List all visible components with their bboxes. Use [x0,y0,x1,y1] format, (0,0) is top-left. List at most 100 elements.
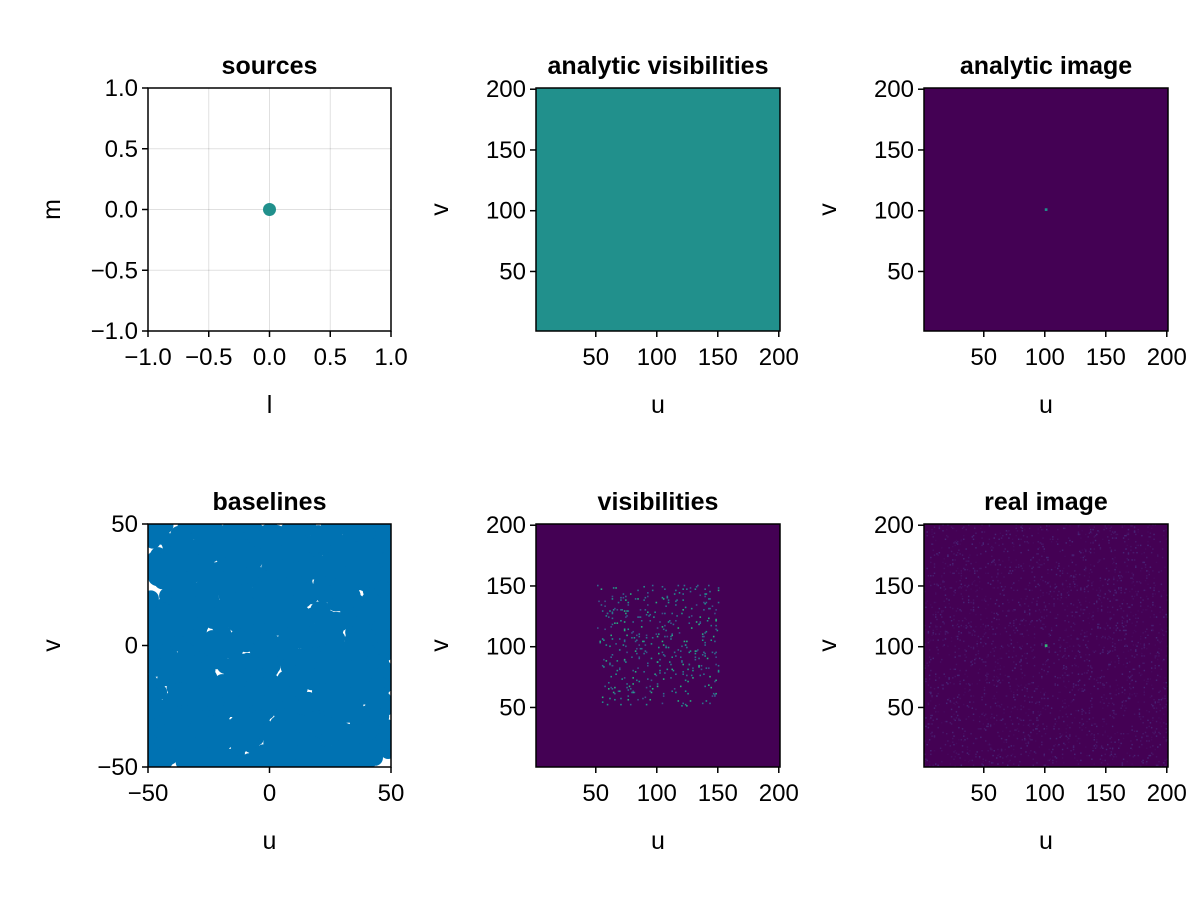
noise-pixel [1043,669,1046,672]
noise-pixel [1155,616,1158,618]
noise-pixel [1131,595,1133,598]
noise-pixel [1008,609,1010,611]
noise-pixel [1089,528,1092,531]
noise-pixel [1013,543,1015,545]
noise-pixel [931,695,933,697]
noise-pixel [964,584,966,587]
noise-pixel [1093,565,1096,567]
noise-pixel [999,719,1002,722]
visibility-sample [695,621,698,623]
noise-pixel [1067,565,1070,567]
noise-pixel [954,541,956,543]
visibility-sample [647,678,649,680]
noise-pixel [1107,624,1109,627]
noise-pixel [1120,732,1122,735]
noise-pixel [1067,594,1070,596]
noise-pixel [1077,763,1080,765]
noise-pixel [1035,610,1037,612]
noise-pixel [1010,572,1013,575]
noise-pixel [1080,604,1082,606]
noise-pixel [1004,548,1006,550]
noise-pixel [1107,650,1109,652]
baseline-point [243,566,260,583]
noise-pixel [925,602,927,605]
baseline-point [354,632,371,649]
noise-pixel [1041,555,1043,558]
noise-pixel [970,646,972,649]
noise-pixel [967,556,970,559]
noise-pixel [927,702,930,705]
noise-pixel [1091,667,1093,669]
noise-pixel [995,685,998,688]
noise-pixel [1021,567,1024,570]
noise-pixel [1052,759,1054,762]
noise-pixel [1114,549,1116,551]
noise-pixel [963,534,965,537]
noise-pixel [965,618,967,621]
noise-pixel [1102,698,1104,701]
noise-pixel [1114,589,1116,592]
noise-pixel [966,752,969,754]
noise-pixel [975,561,977,564]
noise-pixel [1046,609,1048,611]
noise-pixel [1010,643,1013,645]
baseline-point [305,736,322,753]
noise-pixel [1096,635,1098,638]
noise-pixel [993,749,995,752]
noise-pixel [1035,585,1037,588]
visibility-sample [638,633,641,635]
noise-pixel [1116,622,1119,624]
noise-pixel [1088,576,1091,578]
noise-pixel [1108,635,1110,638]
noise-pixel [928,760,931,763]
noise-pixel [1159,623,1161,626]
noise-pixel [995,612,998,615]
noise-pixel [1089,542,1092,544]
noise-pixel [1138,666,1141,668]
visibility-sample [612,609,615,611]
noise-pixel [1063,762,1065,764]
noise-pixel [1015,663,1017,666]
noise-pixel [954,749,956,752]
noise-pixel [1064,698,1066,701]
noise-pixel [1081,549,1083,551]
baseline-point [303,556,320,573]
noise-pixel [1036,701,1038,703]
noise-pixel [1070,749,1072,752]
noise-pixel [1108,702,1110,705]
noise-pixel [1111,645,1114,647]
visibility-sample [662,598,665,600]
noise-pixel [1111,709,1114,712]
noise-pixel [1088,678,1091,680]
noise-pixel [934,705,937,707]
baseline-point [196,575,213,592]
noise-pixel [1165,739,1168,741]
visibility-sample [627,601,630,604]
noise-pixel [1076,740,1078,742]
noise-pixel [1013,582,1015,584]
noise-pixel [1143,644,1146,646]
visibility-sample [647,664,649,667]
noise-pixel [1066,736,1069,739]
noise-pixel [1126,565,1128,567]
noise-pixel [934,675,937,678]
noise-pixel [930,749,932,752]
noise-pixel [1163,616,1165,618]
noise-pixel [1078,533,1081,536]
noise-pixel [1026,541,1028,543]
noise-pixel [1099,577,1102,579]
baseline-point [328,617,345,634]
visibility-sample [607,616,610,618]
baseline-point [268,524,285,541]
noise-pixel [1142,762,1144,764]
noise-pixel [1061,656,1064,658]
noise-pixel [1165,728,1168,730]
noise-pixel [1019,718,1021,720]
noise-pixel [952,624,954,627]
noise-pixel [1071,555,1074,558]
noise-pixel [995,618,998,621]
noise-pixel [1097,607,1099,610]
noise-pixel [1044,581,1047,583]
noise-pixel [1117,739,1120,741]
